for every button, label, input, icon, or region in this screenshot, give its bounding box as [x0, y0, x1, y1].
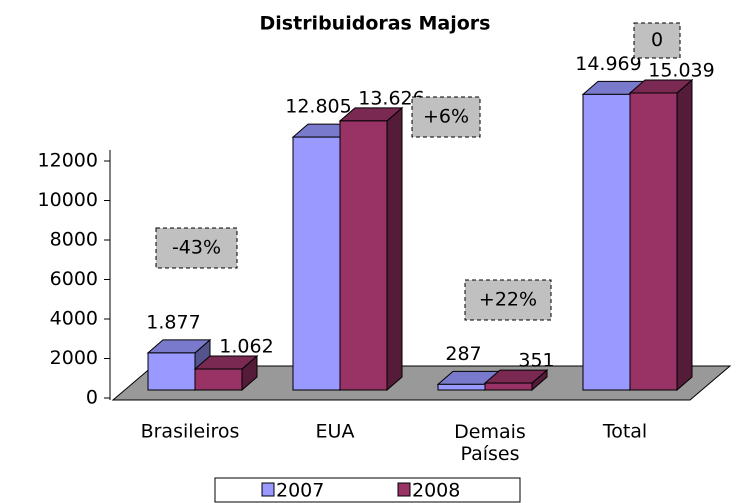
y-tick-label: 2000 — [50, 347, 98, 369]
annotation: -43% — [172, 237, 221, 259]
annotation-box — [155, 227, 238, 269]
y-tick-label: 0 — [86, 387, 98, 409]
annotation-box — [464, 279, 552, 321]
data-label: 13.626 — [358, 87, 424, 109]
x-tick-label: EUA — [316, 421, 355, 443]
x-tick-label-line: Demais — [454, 421, 526, 443]
x-tick-label: Brasileiros — [141, 421, 240, 443]
bar-front — [629, 92, 678, 391]
annotation: +22% — [479, 289, 537, 311]
bar-front — [292, 136, 341, 391]
floor — [111, 365, 732, 401]
bar-front — [437, 383, 486, 391]
legend-box — [214, 477, 521, 503]
annotation: +6% — [423, 106, 469, 128]
data-label: 15.039 — [648, 59, 714, 81]
data-label: 287 — [445, 343, 481, 365]
y-tick-label: 6000 — [50, 268, 98, 290]
bar-front — [484, 382, 533, 391]
bar — [193, 354, 259, 392]
bar-front — [147, 352, 196, 391]
data-label: 1.062 — [219, 336, 273, 358]
bar-front — [339, 120, 388, 391]
data-label: 1.877 — [146, 311, 200, 333]
chart-title: Distribuidoras Majors — [260, 13, 491, 35]
y-tick-label: 4000 — [50, 308, 98, 330]
bar — [628, 78, 694, 392]
annotation: 0 — [651, 29, 663, 51]
x-tick-label: Total — [602, 421, 647, 443]
y-tick-label: 8000 — [50, 229, 98, 251]
annotation-box — [633, 22, 681, 59]
bar — [338, 106, 404, 392]
legend-label: 2007 — [276, 480, 324, 502]
legend-swatch — [261, 482, 275, 497]
legend-swatch — [397, 482, 411, 497]
bar-front — [194, 368, 243, 391]
data-label: 351 — [518, 350, 554, 372]
bar — [483, 368, 549, 392]
y-tick-label: 12000 — [38, 150, 98, 172]
data-label: 14.969 — [575, 53, 641, 75]
bar-front — [582, 93, 631, 391]
bar-side — [386, 106, 403, 392]
legend-label: 2008 — [412, 480, 460, 502]
bar-side — [676, 78, 693, 392]
x-tick-label: Demais Países — [454, 421, 526, 465]
annotation-box — [411, 96, 481, 138]
y-tick-label: 10000 — [38, 189, 98, 211]
data-label: 12.805 — [285, 96, 351, 118]
x-tick-label-line: Países — [460, 443, 519, 465]
